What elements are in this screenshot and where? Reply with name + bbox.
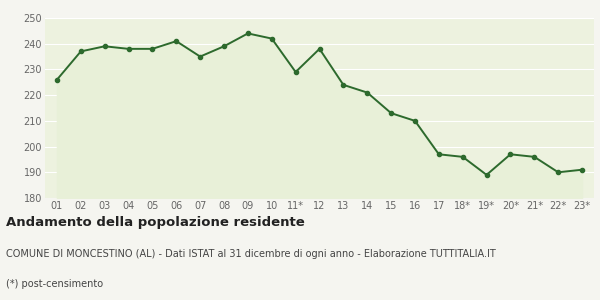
- Text: (*) post-censimento: (*) post-censimento: [6, 279, 103, 289]
- Text: COMUNE DI MONCESTINO (AL) - Dati ISTAT al 31 dicembre di ogni anno - Elaborazion: COMUNE DI MONCESTINO (AL) - Dati ISTAT a…: [6, 249, 496, 259]
- Text: Andamento della popolazione residente: Andamento della popolazione residente: [6, 216, 305, 229]
